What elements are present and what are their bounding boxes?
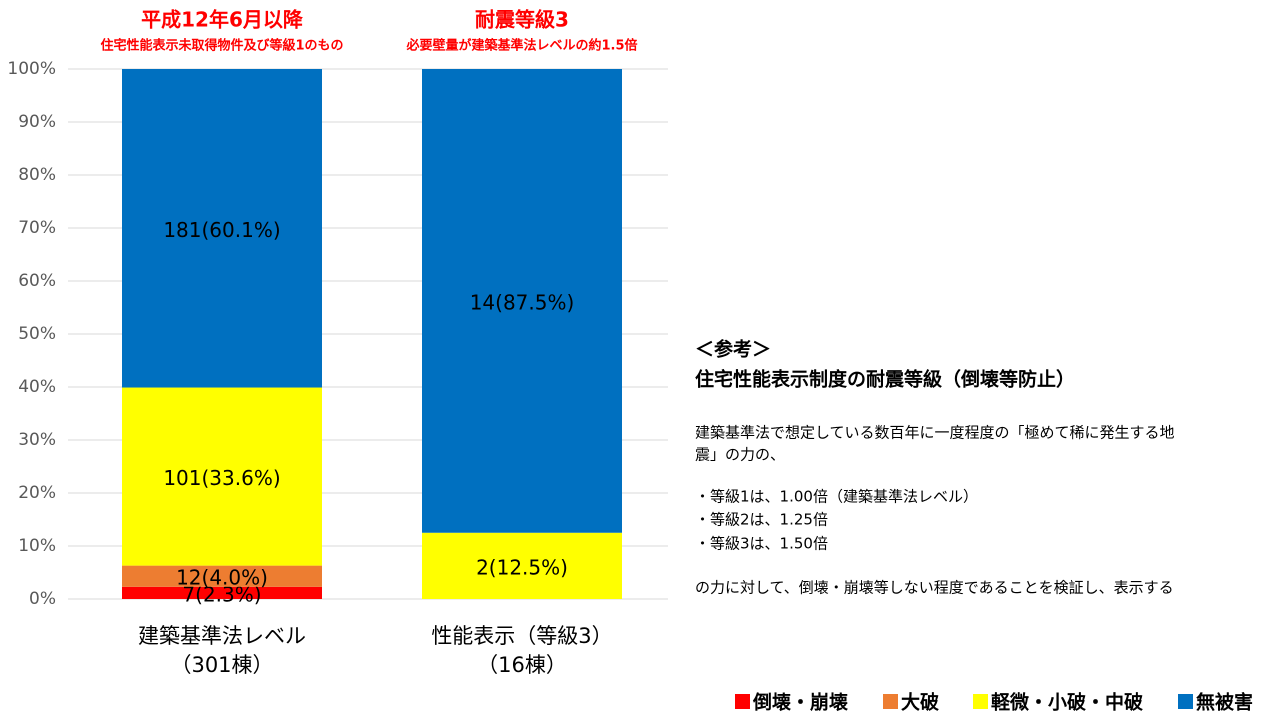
y-tick-label: 0% — [29, 589, 56, 609]
x-tick-label: 建築基準法レベル — [138, 624, 306, 648]
value-label: 12(4.0%) — [176, 566, 268, 590]
header-subtitle: 必要壁量が建築基準法レベルの約1.5倍 — [405, 38, 637, 54]
y-tick-label: 30% — [18, 430, 56, 450]
note: ・等級3は、1.50倍 — [695, 535, 828, 553]
value-label: 14(87.5%) — [470, 290, 575, 314]
value-label: 2(12.5%) — [476, 555, 568, 579]
value-label: 181(60.1%) — [163, 218, 280, 242]
bar-segment — [122, 586, 322, 599]
bar-segment — [122, 69, 322, 388]
bar-segment — [122, 565, 322, 587]
y-tick-label: 70% — [18, 218, 56, 238]
y-tick-label: 90% — [18, 112, 56, 132]
x-tick-label: 性能表示（等級3） — [431, 624, 612, 648]
header-subtitle: 住宅性能表示未取得物件及び等級1のもの — [100, 38, 343, 54]
x-tick-label: （301棟） — [170, 653, 273, 677]
legend-label: 倒壊・崩壊 — [752, 691, 849, 714]
bar-segment — [122, 387, 322, 566]
legend-label: 大破 — [901, 691, 939, 714]
bar-segment — [422, 69, 622, 533]
bar-segment — [422, 532, 622, 599]
note: の力に対して、倒壊・崩壊等しない程度であることを検証し、表示する — [695, 579, 1174, 597]
note: 震」の力の、 — [695, 446, 785, 464]
y-tick-label: 50% — [18, 324, 56, 344]
y-tick-label: 20% — [18, 483, 56, 503]
header-title: 平成12年6月以降 — [141, 8, 304, 32]
note: ＜参考＞ — [695, 338, 771, 361]
note: 建築基準法で想定している数百年に一度程度の「極めて稀に発生する地 — [695, 424, 1175, 442]
y-tick-label: 60% — [18, 271, 56, 291]
y-tick-label: 100% — [7, 59, 56, 79]
note: ・等級1は、1.00倍（建築基準法レベル） — [695, 488, 978, 506]
note: ・等級2は、1.25倍 — [695, 511, 828, 529]
legend-swatch — [1178, 694, 1193, 709]
y-tick-label: 40% — [18, 377, 56, 397]
value-label: 101(33.6%) — [163, 466, 280, 490]
legend-swatch — [735, 694, 750, 709]
x-tick-label: （16棟） — [477, 653, 567, 677]
legend-swatch — [883, 694, 898, 709]
legend-label: 無被害 — [1196, 691, 1253, 714]
note: 住宅性能表示制度の耐震等級（倒壊等防止） — [695, 368, 1075, 391]
y-tick-label: 10% — [18, 536, 56, 556]
legend-swatch — [973, 694, 988, 709]
y-tick-label: 80% — [18, 165, 56, 185]
header-title: 耐震等級3 — [475, 8, 569, 32]
legend-label: 軽微・小破・中破 — [991, 691, 1143, 714]
